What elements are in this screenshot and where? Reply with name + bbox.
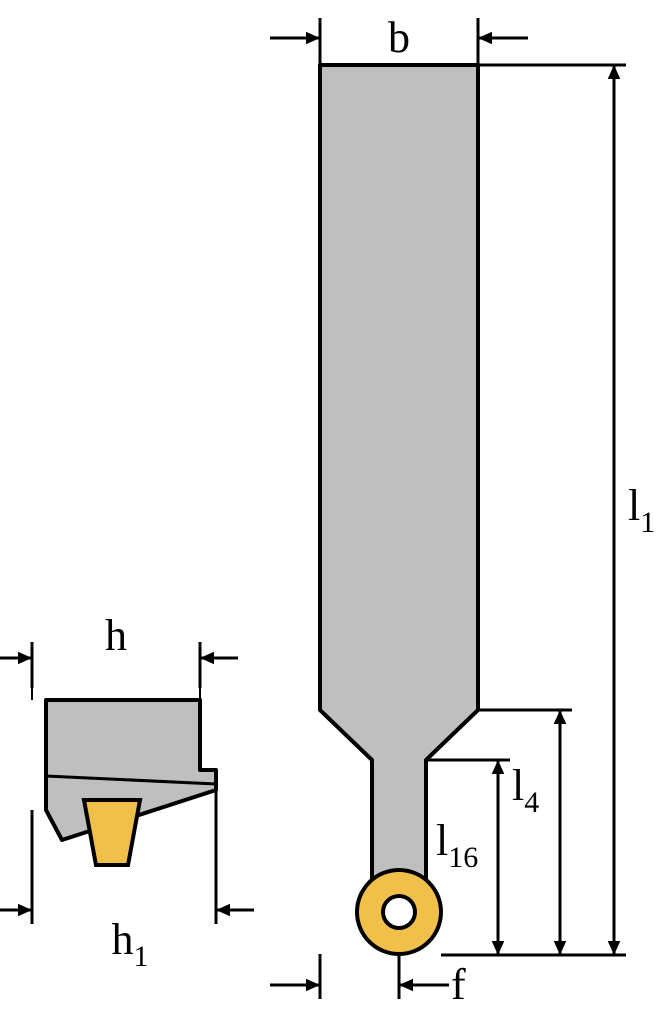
svg-text:b: b (388, 13, 410, 62)
svg-text:l1: l1 (628, 481, 655, 539)
svg-text:l16: l16 (436, 816, 478, 874)
insert-side (84, 800, 140, 865)
svg-text:l4: l4 (512, 761, 539, 819)
technical-drawing: b l1 l4 l16 f h h1 (0, 0, 656, 1024)
svg-text:h1: h1 (112, 915, 149, 973)
svg-text:h: h (105, 611, 127, 660)
tool-body-front (320, 65, 478, 912)
insert-hole (383, 896, 415, 928)
svg-text:f: f (451, 960, 466, 1009)
